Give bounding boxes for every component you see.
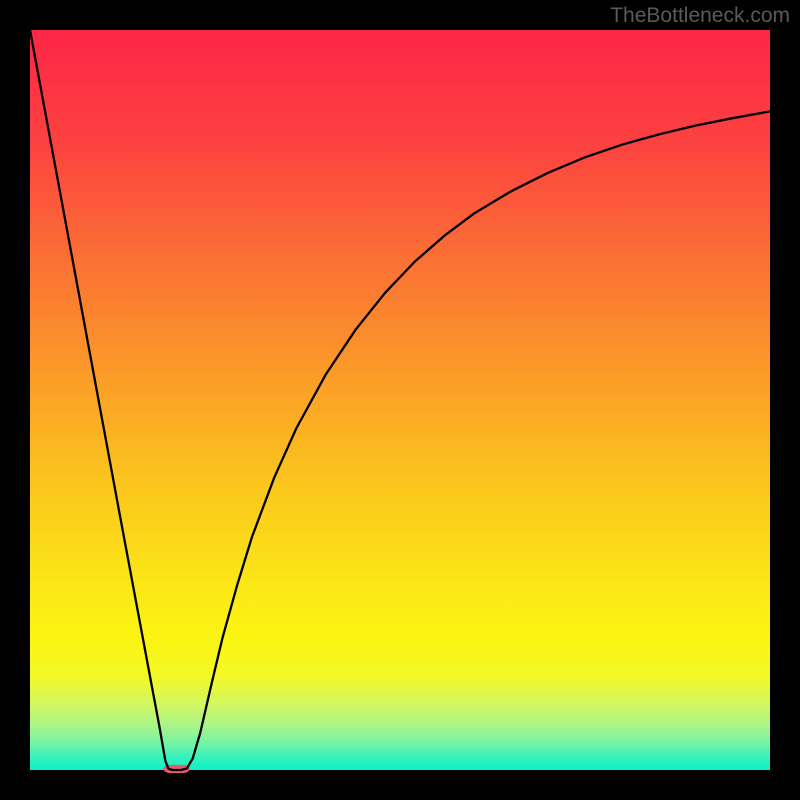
watermark-text: TheBottleneck.com — [610, 4, 790, 28]
plot-background — [30, 30, 770, 770]
chart-svg — [0, 0, 800, 800]
bottleneck-chart: TheBottleneck.com — [0, 0, 800, 800]
